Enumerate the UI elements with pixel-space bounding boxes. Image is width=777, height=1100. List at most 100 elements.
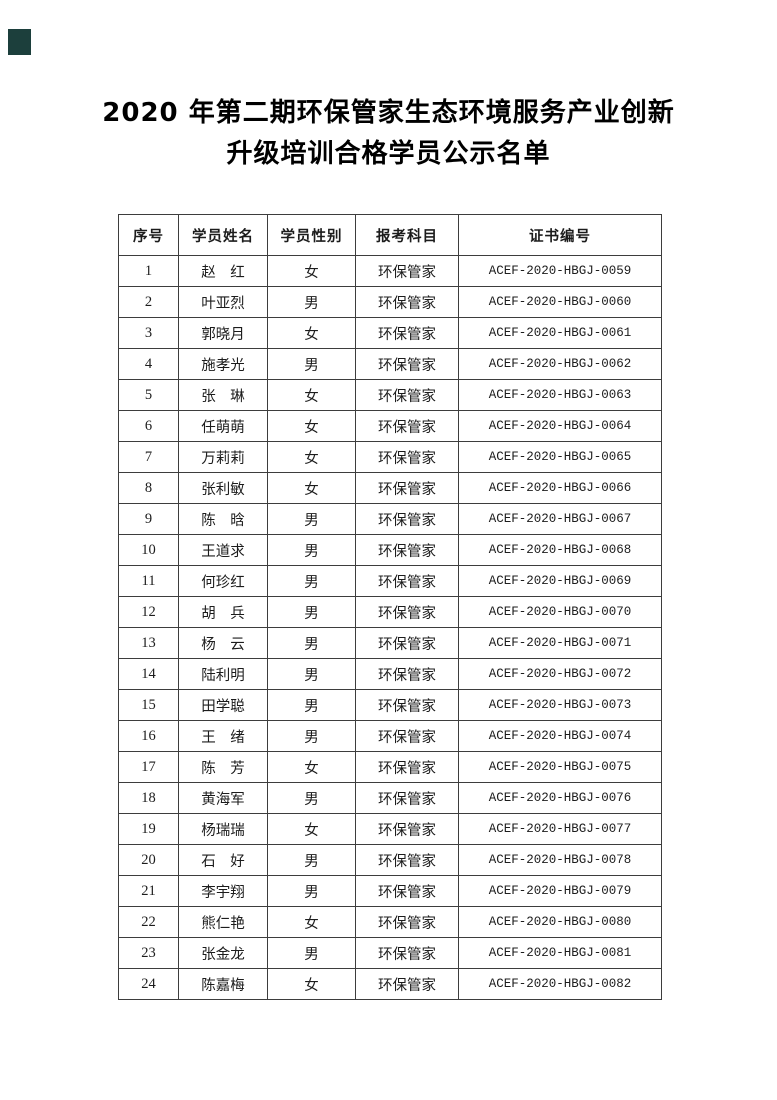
cell-no: 18 bbox=[118, 782, 179, 814]
cell-name: 李宇翔 bbox=[178, 875, 268, 907]
cell-name: 陈 晗 bbox=[178, 503, 268, 535]
cell-subject: 环保管家 bbox=[355, 875, 459, 907]
table-row: 24 陈嘉梅女环保管家 ACEF-2020-HBGJ-0082 bbox=[118, 968, 662, 1000]
cell-gender: 女 bbox=[267, 472, 356, 504]
cell-name: 张 琳 bbox=[178, 379, 268, 411]
cell-subject: 环保管家 bbox=[355, 348, 459, 380]
table-row: 2 叶亚烈男环保管家 ACEF-2020-HBGJ-0060 bbox=[118, 286, 662, 318]
cell-subject: 环保管家 bbox=[355, 813, 459, 845]
cell-cert: ACEF-2020-HBGJ-0065 bbox=[458, 441, 662, 473]
table-row: 16 王 绪男环保管家 ACEF-2020-HBGJ-0074 bbox=[118, 720, 662, 752]
cell-cert: ACEF-2020-HBGJ-0067 bbox=[458, 503, 662, 535]
cell-name: 杨 云 bbox=[178, 627, 268, 659]
cell-subject: 环保管家 bbox=[355, 720, 459, 752]
table-header-row: 序号 学员姓名 学员性别 报考科目 证书编号 bbox=[118, 214, 662, 256]
cell-name: 任萌萌 bbox=[178, 410, 268, 442]
table-row: 12 胡 兵男环保管家 ACEF-2020-HBGJ-0070 bbox=[118, 596, 662, 628]
cell-no: 13 bbox=[118, 627, 179, 659]
cell-cert: ACEF-2020-HBGJ-0082 bbox=[458, 968, 662, 1000]
cell-no: 9 bbox=[118, 503, 179, 535]
cell-gender: 男 bbox=[267, 596, 356, 628]
cell-no: 11 bbox=[118, 565, 179, 597]
cell-name: 陈 芳 bbox=[178, 751, 268, 783]
cell-no: 15 bbox=[118, 689, 179, 721]
table-row: 23 张金龙男环保管家 ACEF-2020-HBGJ-0081 bbox=[118, 937, 662, 969]
cell-gender: 男 bbox=[267, 658, 356, 690]
cell-name: 石 好 bbox=[178, 844, 268, 876]
table-row: 4 施孝光男环保管家 ACEF-2020-HBGJ-0062 bbox=[118, 348, 662, 380]
table-row: 10 王道求男环保管家 ACEF-2020-HBGJ-0068 bbox=[118, 534, 662, 566]
table-row: 21 李宇翔男环保管家 ACEF-2020-HBGJ-0079 bbox=[118, 875, 662, 907]
cell-cert: ACEF-2020-HBGJ-0075 bbox=[458, 751, 662, 783]
cell-subject: 环保管家 bbox=[355, 441, 459, 473]
cell-no: 8 bbox=[118, 472, 179, 504]
table-row: 8 张利敏女环保管家 ACEF-2020-HBGJ-0066 bbox=[118, 472, 662, 504]
cell-cert: ACEF-2020-HBGJ-0071 bbox=[458, 627, 662, 659]
table-row: 22 熊仁艳女环保管家 ACEF-2020-HBGJ-0080 bbox=[118, 906, 662, 938]
cell-subject: 环保管家 bbox=[355, 689, 459, 721]
cell-name: 熊仁艳 bbox=[178, 906, 268, 938]
cell-subject: 环保管家 bbox=[355, 534, 459, 566]
cell-gender: 男 bbox=[267, 875, 356, 907]
table-row: 19 杨瑞瑞女环保管家 ACEF-2020-HBGJ-0077 bbox=[118, 813, 662, 845]
table-row: 17 陈 芳女环保管家 ACEF-2020-HBGJ-0075 bbox=[118, 751, 662, 783]
cell-subject: 环保管家 bbox=[355, 596, 459, 628]
cell-gender: 女 bbox=[267, 906, 356, 938]
cell-gender: 男 bbox=[267, 720, 356, 752]
cell-no: 4 bbox=[118, 348, 179, 380]
cell-subject: 环保管家 bbox=[355, 968, 459, 1000]
cell-gender: 男 bbox=[267, 503, 356, 535]
cell-cert: ACEF-2020-HBGJ-0069 bbox=[458, 565, 662, 597]
cell-cert: ACEF-2020-HBGJ-0062 bbox=[458, 348, 662, 380]
cell-no: 22 bbox=[118, 906, 179, 938]
cell-subject: 环保管家 bbox=[355, 627, 459, 659]
col-header-no: 序号 bbox=[118, 214, 179, 256]
cell-subject: 环保管家 bbox=[355, 286, 459, 318]
cell-no: 24 bbox=[118, 968, 179, 1000]
cell-gender: 男 bbox=[267, 937, 356, 969]
cell-no: 12 bbox=[118, 596, 179, 628]
cell-gender: 女 bbox=[267, 317, 356, 349]
table-row: 7 万莉莉女环保管家 ACEF-2020-HBGJ-0065 bbox=[118, 441, 662, 473]
cell-cert: ACEF-2020-HBGJ-0064 bbox=[458, 410, 662, 442]
table-row: 11 何珍红男环保管家 ACEF-2020-HBGJ-0069 bbox=[118, 565, 662, 597]
cell-name: 张金龙 bbox=[178, 937, 268, 969]
cell-subject: 环保管家 bbox=[355, 844, 459, 876]
cell-name: 杨瑞瑞 bbox=[178, 813, 268, 845]
cell-subject: 环保管家 bbox=[355, 782, 459, 814]
cell-gender: 女 bbox=[267, 441, 356, 473]
cell-no: 10 bbox=[118, 534, 179, 566]
corner-mark bbox=[8, 29, 31, 55]
title-line-2: 升级培训合格学员公示名单 bbox=[226, 139, 551, 169]
cell-cert: ACEF-2020-HBGJ-0059 bbox=[458, 255, 662, 287]
cell-cert: ACEF-2020-HBGJ-0081 bbox=[458, 937, 662, 969]
cell-no: 6 bbox=[118, 410, 179, 442]
col-header-gender: 学员性别 bbox=[267, 214, 356, 256]
cell-subject: 环保管家 bbox=[355, 937, 459, 969]
cell-name: 张利敏 bbox=[178, 472, 268, 504]
cell-name: 田学聪 bbox=[178, 689, 268, 721]
col-header-subject: 报考科目 bbox=[355, 214, 459, 256]
col-header-cert: 证书编号 bbox=[458, 214, 662, 256]
title-line-1: 2020 年第二期环保管家生态环境服务产业创新 bbox=[102, 98, 675, 128]
cell-gender: 男 bbox=[267, 782, 356, 814]
cell-no: 21 bbox=[118, 875, 179, 907]
cell-subject: 环保管家 bbox=[355, 472, 459, 504]
cell-cert: ACEF-2020-HBGJ-0073 bbox=[458, 689, 662, 721]
cell-name: 赵 红 bbox=[178, 255, 268, 287]
cell-cert: ACEF-2020-HBGJ-0070 bbox=[458, 596, 662, 628]
cell-name: 王 绪 bbox=[178, 720, 268, 752]
cell-gender: 男 bbox=[267, 348, 356, 380]
cell-name: 郭晓月 bbox=[178, 317, 268, 349]
cell-subject: 环保管家 bbox=[355, 410, 459, 442]
cell-subject: 环保管家 bbox=[355, 565, 459, 597]
cell-name: 叶亚烈 bbox=[178, 286, 268, 318]
cell-cert: ACEF-2020-HBGJ-0060 bbox=[458, 286, 662, 318]
cell-gender: 男 bbox=[267, 534, 356, 566]
cell-name: 王道求 bbox=[178, 534, 268, 566]
table-row: 13 杨 云男环保管家 ACEF-2020-HBGJ-0071 bbox=[118, 627, 662, 659]
